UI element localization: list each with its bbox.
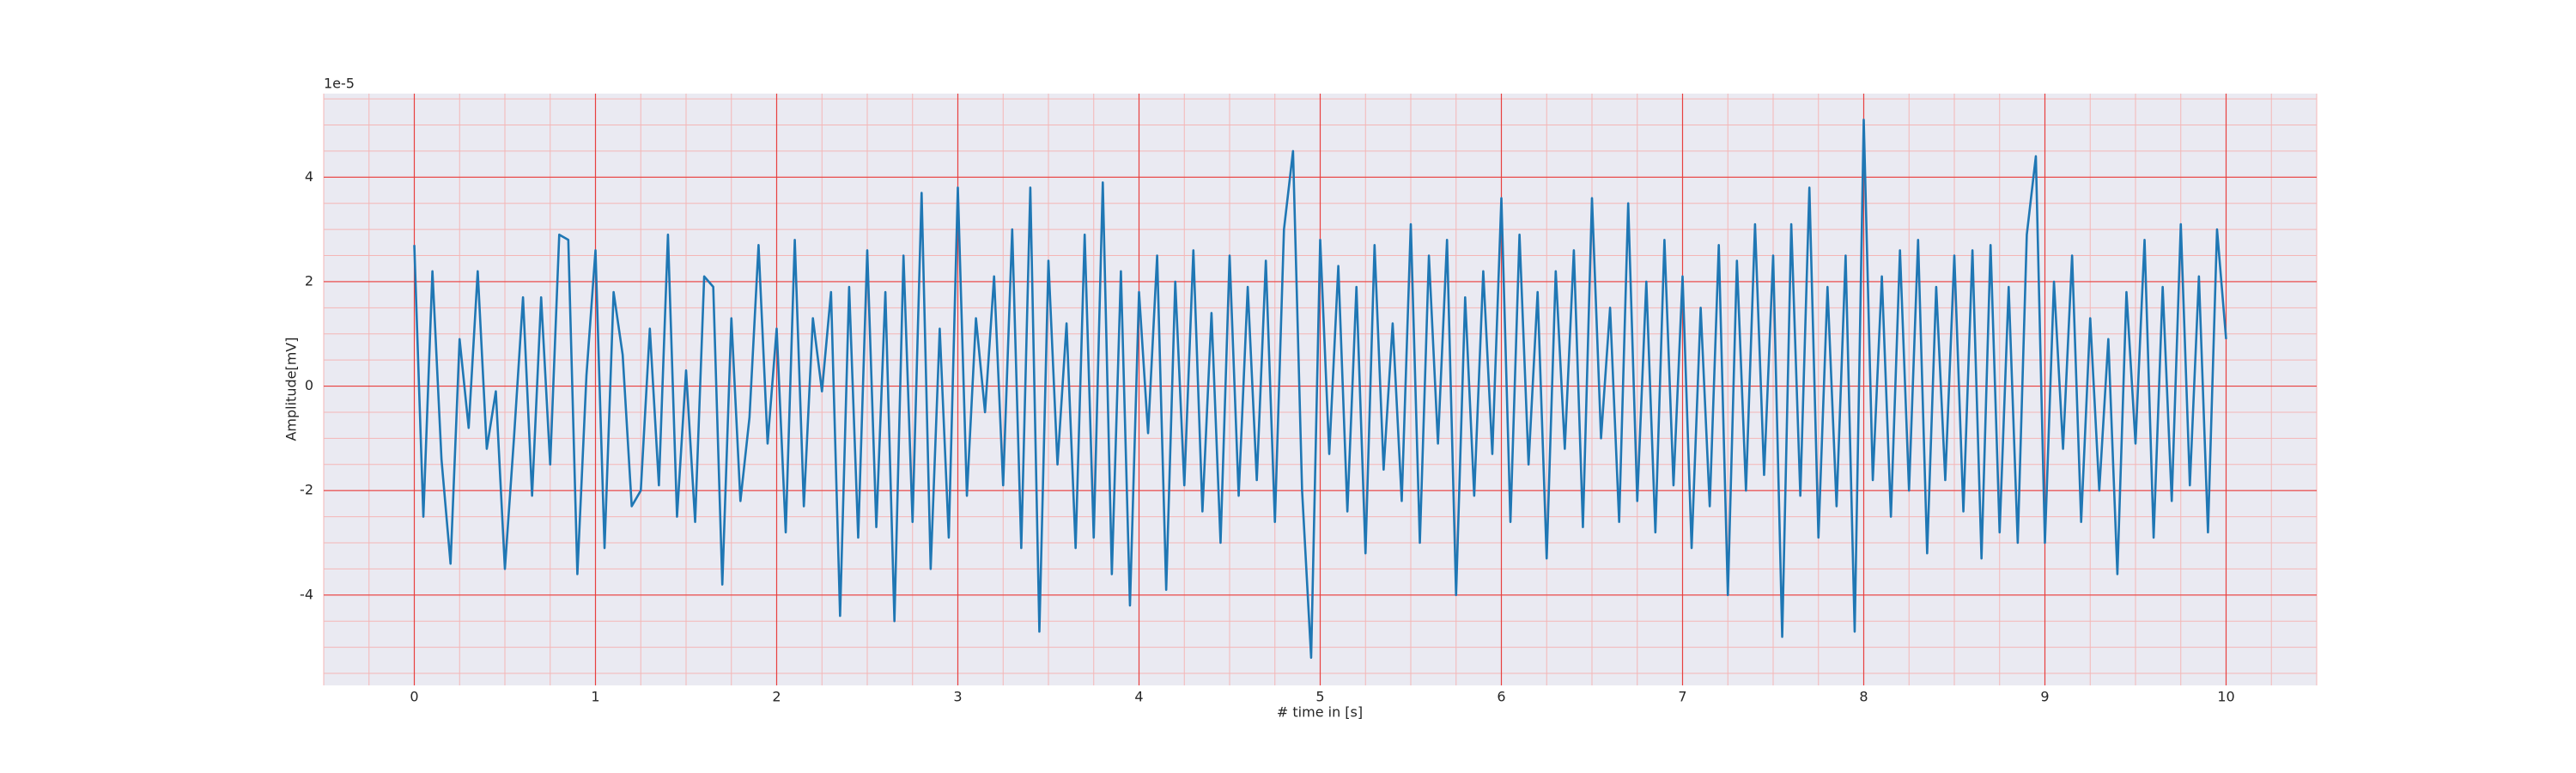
y-tick-label: -2 xyxy=(300,482,313,498)
signal-line xyxy=(413,119,2227,660)
x-tick-label: 7 xyxy=(1678,689,1686,705)
y-axis-label: Amplitude[mV] xyxy=(283,337,300,441)
grid xyxy=(323,94,2318,685)
y-tick-label: 2 xyxy=(305,272,313,289)
x-tick-label: 2 xyxy=(772,689,781,705)
offset-text: 1e-5 xyxy=(324,76,355,92)
x-tick-label: 3 xyxy=(953,689,962,705)
marks xyxy=(413,119,2227,660)
x-tick-label: 0 xyxy=(410,689,418,705)
y-tick-label: -4 xyxy=(300,586,313,602)
x-tick-label: 6 xyxy=(1497,689,1505,705)
x-tick-label: 10 xyxy=(2217,689,2234,705)
y-tick-label: 4 xyxy=(305,168,313,185)
x-tick-label: 4 xyxy=(1134,689,1143,705)
x-tick-label: 1 xyxy=(591,689,599,705)
x-tick-label: 8 xyxy=(1859,689,1868,705)
x-tick-label: 5 xyxy=(1315,689,1324,705)
y-tick-label: 0 xyxy=(305,377,313,393)
x-tick-label: 9 xyxy=(2040,689,2049,705)
x-axis-label: # time in [s] xyxy=(1277,704,1363,721)
